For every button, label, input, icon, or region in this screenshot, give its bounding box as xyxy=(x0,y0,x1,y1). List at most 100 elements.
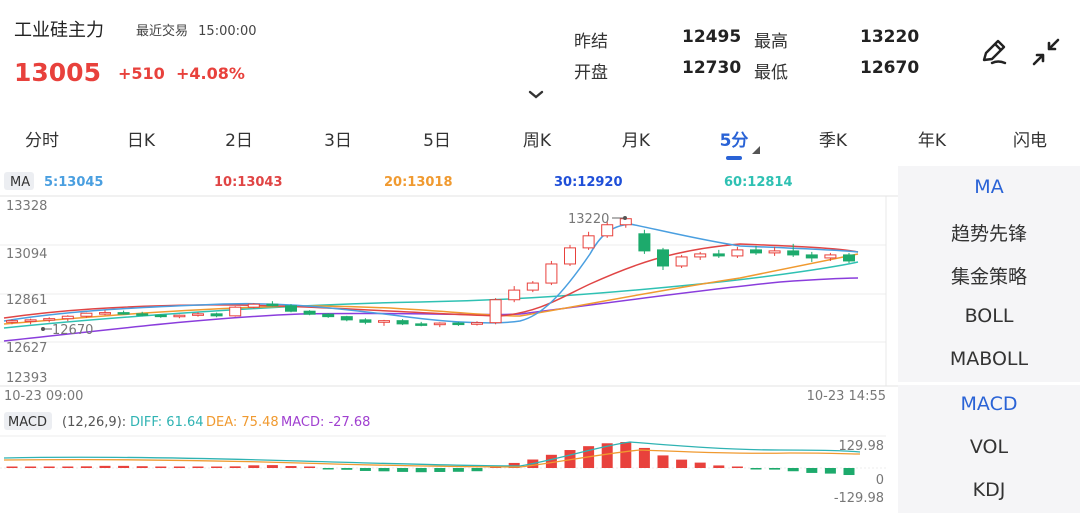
candle-down xyxy=(787,250,800,256)
candle-up xyxy=(508,289,521,301)
price-axis-label: 13094 xyxy=(6,247,47,262)
tab-flash[interactable]: 闪电 xyxy=(1013,131,1047,151)
chevron-down-icon[interactable] xyxy=(528,90,544,100)
macd-indicator-tag[interactable]: MACD xyxy=(8,415,47,430)
candlestick-series xyxy=(6,217,855,328)
ma-indicator-tag[interactable]: MA xyxy=(10,175,30,190)
candle-up xyxy=(675,256,688,267)
candle-up xyxy=(229,306,242,317)
instrument-name: 工业硅主力 xyxy=(14,20,104,41)
pen-icon[interactable] xyxy=(978,36,1010,68)
candle-up xyxy=(471,322,483,325)
high-marker xyxy=(623,216,627,220)
ma10-legend: 10:13043 xyxy=(214,175,283,190)
macd-bar xyxy=(155,466,167,468)
macd-bar xyxy=(564,450,576,468)
tab-2day[interactable]: 2日 xyxy=(225,131,253,151)
indicator-trend-pioneer[interactable]: 趋势先锋 xyxy=(950,223,1027,245)
macd-histogram xyxy=(6,442,855,476)
candle-down xyxy=(154,314,167,318)
tab-daily[interactable]: 日K xyxy=(126,131,156,151)
candle-up xyxy=(43,318,56,321)
candle-up xyxy=(192,313,204,316)
diff-line xyxy=(3,441,861,467)
tab-intraday[interactable]: 分时 xyxy=(25,131,59,151)
candle-down xyxy=(750,249,762,254)
ma5-line xyxy=(3,223,859,324)
price-change: +510 xyxy=(118,64,165,83)
candle-up xyxy=(601,224,614,237)
price-axis-label: 12627 xyxy=(6,341,47,356)
sub-indicator-panel: MACD VOL KDJ xyxy=(898,385,1080,513)
macd-bar xyxy=(471,468,483,472)
macd-indicator-tag-bg[interactable] xyxy=(4,412,52,430)
macd-axis-zero: 0 xyxy=(876,473,884,488)
macd-bar xyxy=(378,468,390,472)
candle-up xyxy=(99,312,111,315)
quote-header: 工业硅主力 最近交易 15:00:00 13005 +510 +4.08% 昨结… xyxy=(0,0,1080,100)
low-label: 最低 xyxy=(754,63,788,83)
macd-bar xyxy=(545,454,557,468)
macd-bar xyxy=(192,466,204,468)
diff-legend: DIFF: 61.64 xyxy=(130,415,204,430)
price-axis-label: 13328 xyxy=(6,199,47,214)
indicator-kdj[interactable]: KDJ xyxy=(972,479,1006,501)
tab-quarterly[interactable]: 季K xyxy=(818,131,848,151)
macd-bar xyxy=(434,468,446,472)
last-trade-label: 最近交易 xyxy=(136,24,189,39)
tab-5min[interactable]: 5分 xyxy=(719,131,749,151)
macd-bar xyxy=(266,465,278,468)
candle-up xyxy=(61,315,74,320)
indicator-fund-strategy[interactable]: 集金策略 xyxy=(950,266,1027,288)
indicator-vol[interactable]: VOL xyxy=(969,436,1009,458)
candle-down xyxy=(266,303,279,307)
tab-weekly[interactable]: 周K xyxy=(522,131,552,151)
time-axis-end: 10-23 14:55 xyxy=(807,389,886,404)
macd-bar xyxy=(118,465,130,468)
macd-bar xyxy=(824,468,836,474)
high-label: 最高 xyxy=(754,32,788,52)
macd-bar xyxy=(620,442,632,468)
candle-down xyxy=(415,323,428,326)
tab-5day[interactable]: 5日 xyxy=(423,131,451,151)
indicator-boll[interactable]: BOLL xyxy=(964,305,1014,327)
candle-down xyxy=(638,233,651,252)
macd-bar xyxy=(843,468,855,476)
price-axis-label: 12393 xyxy=(6,371,47,386)
tab-3day[interactable]: 3日 xyxy=(324,131,352,151)
macd-bar xyxy=(304,466,316,468)
candle-up xyxy=(24,319,37,322)
prev-settle-label: 昨结 xyxy=(574,32,608,52)
indicator-maboll[interactable]: MABOLL xyxy=(949,348,1029,370)
macd-bar xyxy=(787,468,799,472)
candle-up xyxy=(247,303,260,308)
main-indicator-panel: MA 趋势先锋 集金策略 BOLL MABOLL xyxy=(898,166,1080,382)
tab-yearly[interactable]: 年K xyxy=(917,131,947,151)
macd-bar xyxy=(322,468,334,470)
macd-bar xyxy=(806,468,818,473)
price-axis-label: 12861 xyxy=(6,293,47,308)
prev-settle-value: 12495 xyxy=(682,27,742,47)
indicator-macd[interactable]: MACD xyxy=(960,393,1018,415)
chart-area: MA 5:13045 10:13043 20:13018 30:12920 60… xyxy=(0,166,1080,513)
collapse-arrows-icon[interactable] xyxy=(1030,36,1062,68)
macd-bar xyxy=(452,468,464,472)
indicator-ma[interactable]: MA xyxy=(974,176,1004,198)
kline-chart[interactable]: MA 5:13045 10:13043 20:13018 30:12920 60… xyxy=(0,166,898,513)
macd-bar xyxy=(136,466,148,468)
last-trade-time: 15:00:00 xyxy=(198,24,257,39)
macd-bar xyxy=(657,455,669,468)
macd-bar xyxy=(750,468,762,470)
ma-indicator-tag-bg[interactable] xyxy=(4,172,34,190)
tab-monthly[interactable]: 月K xyxy=(621,131,651,151)
candle-down xyxy=(657,249,669,267)
low-marker xyxy=(41,327,45,331)
macd-bar xyxy=(62,466,74,468)
candle-up xyxy=(173,314,186,318)
macd-bar xyxy=(341,468,353,470)
candle-down xyxy=(117,312,130,315)
tab-dropdown-icon[interactable] xyxy=(752,146,760,154)
dea-legend: DEA: 75.48 xyxy=(206,415,279,430)
candle-down xyxy=(712,253,725,257)
macd-bar xyxy=(676,459,688,468)
